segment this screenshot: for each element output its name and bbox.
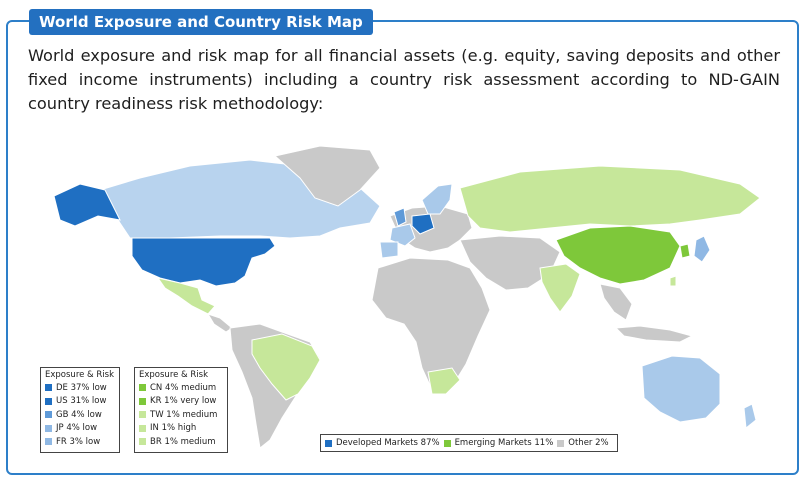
legend-item: GB 4% low [45, 408, 115, 422]
legend-emerging: Exposure & Risk CN 4% medium KR 1% very … [134, 367, 228, 453]
legend-item: BR 1% medium [139, 435, 223, 449]
world-map [53, 145, 761, 449]
region-south-africa [427, 367, 461, 395]
region-japan [693, 235, 711, 263]
legend-developed: Exposure & Risk DE 37% low US 31% low GB… [40, 367, 120, 453]
region-alaska [53, 183, 121, 227]
legend-item: DE 37% low [45, 381, 115, 395]
region-iberia [379, 241, 399, 259]
swatch [139, 438, 146, 446]
swatch [45, 424, 52, 432]
swatch [139, 411, 146, 419]
region-middle-east [459, 235, 561, 291]
region-china [555, 225, 681, 285]
region-taiwan [669, 275, 677, 287]
region-russia [459, 165, 761, 233]
legend-emerging-header: Exposure & Risk [139, 370, 209, 380]
legend-item: IN 1% high [139, 422, 223, 436]
legend-item: KR 1% very low [139, 395, 223, 409]
swatch [45, 438, 52, 446]
intro-paragraph: World exposure and risk map for all fina… [28, 46, 780, 113]
market-legend-item: Emerging Markets 11% [443, 438, 553, 448]
content-frame [6, 20, 799, 475]
swatch [45, 397, 52, 405]
legend-item: TW 1% medium [139, 408, 223, 422]
page-title: World Exposure and Country Risk Map [29, 9, 373, 35]
region-mexico [156, 277, 216, 315]
legend-item: CN 4% medium [139, 381, 223, 395]
region-brazil [251, 333, 321, 401]
swatch [139, 384, 146, 392]
swatch [139, 424, 146, 432]
market-legend-item: Other 2% [557, 438, 609, 448]
swatch [45, 384, 52, 392]
region-australia [641, 355, 721, 423]
legend-developed-header: Exposure & Risk [45, 370, 115, 380]
region-usa [131, 237, 276, 287]
region-france [389, 223, 416, 247]
region-new-zealand [743, 403, 757, 429]
legend-item: JP 4% low [45, 422, 115, 436]
swatch [45, 411, 52, 419]
region-germany [411, 213, 435, 235]
legend-item: US 31% low [45, 395, 115, 409]
region-uk [393, 207, 407, 227]
region-india [539, 263, 581, 313]
market-legend: Developed Markets 87% Emerging Markets 1… [320, 434, 618, 452]
region-central-america [206, 313, 233, 333]
legend-item: FR 3% low [45, 435, 115, 449]
market-legend-item: Developed Markets 87% [325, 438, 440, 448]
region-korea [679, 243, 691, 259]
region-greenland [273, 145, 381, 207]
region-indonesia [614, 325, 694, 343]
region-southeast-asia [599, 283, 633, 321]
swatch [139, 397, 146, 405]
